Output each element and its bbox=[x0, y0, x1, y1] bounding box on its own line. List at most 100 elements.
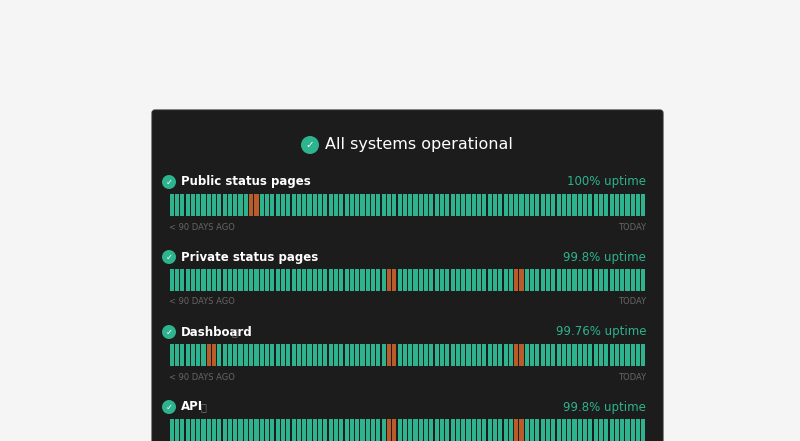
Bar bbox=[642, 344, 646, 366]
Bar bbox=[360, 344, 365, 366]
Bar bbox=[578, 194, 582, 216]
Bar bbox=[573, 194, 577, 216]
Bar bbox=[260, 194, 264, 216]
Text: TODAY: TODAY bbox=[618, 373, 646, 381]
Text: TODAY: TODAY bbox=[618, 298, 646, 306]
Text: 99.76% uptime: 99.76% uptime bbox=[555, 325, 646, 339]
Bar bbox=[286, 344, 290, 366]
Bar bbox=[509, 269, 513, 291]
Bar bbox=[440, 269, 444, 291]
Text: 100% uptime: 100% uptime bbox=[567, 176, 646, 188]
Bar bbox=[434, 344, 438, 366]
Bar bbox=[418, 419, 423, 441]
Bar bbox=[541, 419, 545, 441]
Bar bbox=[599, 344, 603, 366]
Bar bbox=[382, 269, 386, 291]
Bar bbox=[546, 344, 550, 366]
Bar bbox=[503, 419, 508, 441]
Bar bbox=[488, 194, 492, 216]
Bar bbox=[212, 269, 216, 291]
Bar bbox=[307, 194, 311, 216]
Bar bbox=[222, 344, 226, 366]
Bar bbox=[291, 419, 296, 441]
Bar bbox=[599, 194, 603, 216]
Bar bbox=[238, 194, 242, 216]
Bar bbox=[196, 194, 200, 216]
Bar bbox=[392, 269, 396, 291]
Bar bbox=[514, 269, 518, 291]
Bar bbox=[594, 419, 598, 441]
Bar bbox=[472, 194, 476, 216]
Bar bbox=[376, 344, 381, 366]
Bar bbox=[260, 419, 264, 441]
Bar bbox=[519, 194, 523, 216]
Bar bbox=[334, 419, 338, 441]
Bar bbox=[350, 419, 354, 441]
Text: ⓘ: ⓘ bbox=[232, 327, 238, 337]
Bar bbox=[588, 419, 593, 441]
Bar bbox=[630, 344, 635, 366]
Bar bbox=[323, 419, 327, 441]
Bar bbox=[254, 344, 258, 366]
Bar bbox=[265, 344, 269, 366]
Bar bbox=[466, 419, 470, 441]
Bar bbox=[535, 269, 539, 291]
Bar bbox=[206, 269, 210, 291]
Bar bbox=[180, 344, 184, 366]
Bar bbox=[408, 344, 412, 366]
Bar bbox=[472, 269, 476, 291]
Bar bbox=[477, 419, 481, 441]
Bar bbox=[588, 194, 593, 216]
Bar bbox=[275, 344, 280, 366]
Bar bbox=[291, 194, 296, 216]
Bar bbox=[270, 269, 274, 291]
Bar bbox=[466, 194, 470, 216]
Bar bbox=[175, 344, 179, 366]
Bar bbox=[202, 344, 206, 366]
Bar bbox=[270, 344, 274, 366]
Bar bbox=[461, 419, 466, 441]
Bar bbox=[472, 344, 476, 366]
Bar bbox=[302, 419, 306, 441]
Bar bbox=[318, 194, 322, 216]
Bar bbox=[244, 344, 248, 366]
Bar bbox=[234, 194, 238, 216]
Bar bbox=[414, 419, 418, 441]
Bar bbox=[620, 269, 624, 291]
Bar bbox=[557, 194, 561, 216]
Bar bbox=[254, 269, 258, 291]
Bar bbox=[355, 419, 359, 441]
Bar bbox=[202, 194, 206, 216]
Bar bbox=[218, 194, 222, 216]
Bar bbox=[630, 194, 635, 216]
Bar bbox=[610, 194, 614, 216]
Bar bbox=[222, 419, 226, 441]
Bar bbox=[286, 419, 290, 441]
Bar bbox=[212, 419, 216, 441]
Bar bbox=[620, 419, 624, 441]
Bar bbox=[445, 194, 450, 216]
Bar bbox=[376, 194, 381, 216]
Text: Public status pages: Public status pages bbox=[181, 176, 310, 188]
Bar bbox=[541, 269, 545, 291]
Bar bbox=[175, 194, 179, 216]
Bar bbox=[583, 269, 587, 291]
Bar bbox=[498, 269, 502, 291]
Bar bbox=[323, 269, 327, 291]
Bar bbox=[583, 344, 587, 366]
Bar bbox=[302, 269, 306, 291]
Bar bbox=[430, 344, 434, 366]
Bar bbox=[551, 269, 555, 291]
Text: 99.8% uptime: 99.8% uptime bbox=[563, 250, 646, 264]
Bar bbox=[498, 194, 502, 216]
Bar bbox=[530, 344, 534, 366]
Bar bbox=[350, 269, 354, 291]
Bar bbox=[265, 419, 269, 441]
Bar bbox=[519, 269, 523, 291]
Bar bbox=[562, 194, 566, 216]
Bar bbox=[265, 194, 269, 216]
Bar bbox=[440, 194, 444, 216]
Bar bbox=[551, 419, 555, 441]
Bar bbox=[392, 194, 396, 216]
Bar bbox=[573, 344, 577, 366]
